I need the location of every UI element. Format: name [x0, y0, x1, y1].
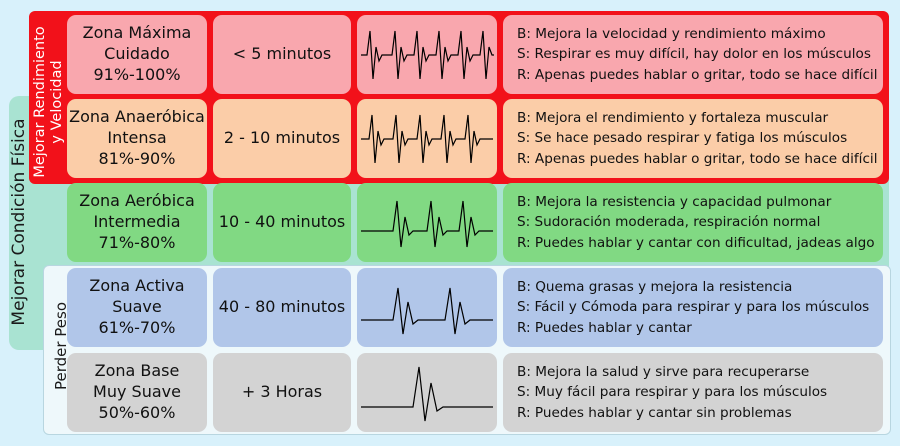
benefit-line: B: Mejora el rendimiento y fortaleza mus…	[517, 109, 829, 126]
zone-description: B: Quema grasas y mejora la resistencia …	[503, 268, 883, 347]
heartbeat-wave-icon	[357, 268, 497, 347]
zone-name-cell: Zona Aeróbica Intermedia 71%-80%	[67, 183, 207, 262]
zone-duration: 10 - 40 minutos	[213, 183, 351, 262]
zone-name-cell: Zona Activa Suave 61%-70%	[67, 268, 207, 347]
label-mejorar-condicion-fisica: Mejorar Condición Física	[9, 118, 29, 326]
label-rendimiento-line-1: Mejorar Rendimiento	[32, 26, 48, 178]
sensation-line: S: Fácil y Cómoda para respirar y para l…	[517, 299, 870, 316]
zone-percent: 50%-60%	[98, 402, 176, 422]
zone-level: Suave	[112, 297, 162, 317]
zone-duration: 40 - 80 minutos	[213, 268, 351, 347]
zone-duration: < 5 minutos	[213, 15, 351, 94]
zone-level: Intensa	[107, 128, 167, 148]
heartbeat-wave-icon	[357, 183, 497, 262]
zone-description: B: Mejora la salud y sirve para recupera…	[503, 353, 883, 432]
heartbeat-wave-icon	[357, 353, 497, 432]
benefit-line: B: Mejora la velocidad y rendimiento máx…	[517, 25, 826, 42]
zone-name: Zona Base	[94, 361, 180, 381]
zone-description: B: Mejora la velocidad y rendimiento máx…	[503, 15, 883, 94]
zone-level: Cuidado	[104, 44, 170, 64]
sensation-line: S: Sudoración moderada, respiración norm…	[517, 214, 821, 231]
sensation-line: S: Respirar es muy difícil, hay dolor en…	[517, 46, 871, 63]
breathing-line: R: Puedes hablar y cantar sin problemas	[517, 404, 792, 421]
zone-level: Muy Suave	[93, 382, 181, 402]
zone-duration: + 3 Horas	[213, 353, 351, 432]
breathing-line: R: Puedes hablar y cantar	[517, 319, 692, 336]
zone-name: Zona Aeróbica	[79, 191, 195, 211]
heartbeat-wave-icon	[357, 99, 497, 178]
zone-percent: 71%-80%	[98, 232, 176, 252]
zone-name: Zona Anaeróbica	[69, 107, 205, 127]
label-mejorar-rendimiento: Mejorar Rendimiento y Velocidad	[32, 17, 68, 187]
zone-description: B: Mejora el rendimiento y fortaleza mus…	[503, 99, 883, 178]
zone-description: B: Mejora la resistencia y capacidad pul…	[503, 183, 883, 262]
heartbeat-wave-icon	[357, 15, 497, 94]
zone-percent: 91%-100%	[93, 64, 181, 84]
zone-name-cell: Zona Base Muy Suave 50%-60%	[67, 353, 207, 432]
zone-percent: 81%-90%	[98, 148, 176, 168]
breathing-line: R: Apenas puedes hablar o gritar, todo s…	[517, 66, 878, 83]
zone-name: Zona Activa	[89, 276, 185, 296]
zone-name-cell: Zona Máxima Cuidado 91%-100%	[67, 15, 207, 94]
zone-duration: 2 - 10 minutos	[213, 99, 351, 178]
benefit-line: B: Mejora la salud y sirve para recupera…	[517, 363, 810, 380]
zone-name-cell: Zona Anaeróbica Intensa 81%-90%	[67, 99, 207, 178]
benefit-line: B: Quema grasas y mejora la resistencia	[517, 278, 793, 295]
zone-level: Intermedia	[93, 212, 181, 232]
benefit-line: B: Mejora la resistencia y capacidad pul…	[517, 193, 832, 210]
sensation-line: S: Se hace pesado respirar y fatiga los …	[517, 130, 848, 147]
breathing-line: R: Puedes hablar y cantar con dificultad…	[517, 234, 875, 251]
zone-name: Zona Máxima	[82, 23, 192, 43]
breathing-line: R: Apenas puedes hablar o gritar, todo s…	[517, 150, 878, 167]
sensation-line: S: Muy fácil para respirar y para los mú…	[517, 384, 828, 401]
zone-percent: 61%-70%	[98, 317, 176, 337]
label-rendimiento-line-2: y Velocidad	[48, 60, 65, 144]
